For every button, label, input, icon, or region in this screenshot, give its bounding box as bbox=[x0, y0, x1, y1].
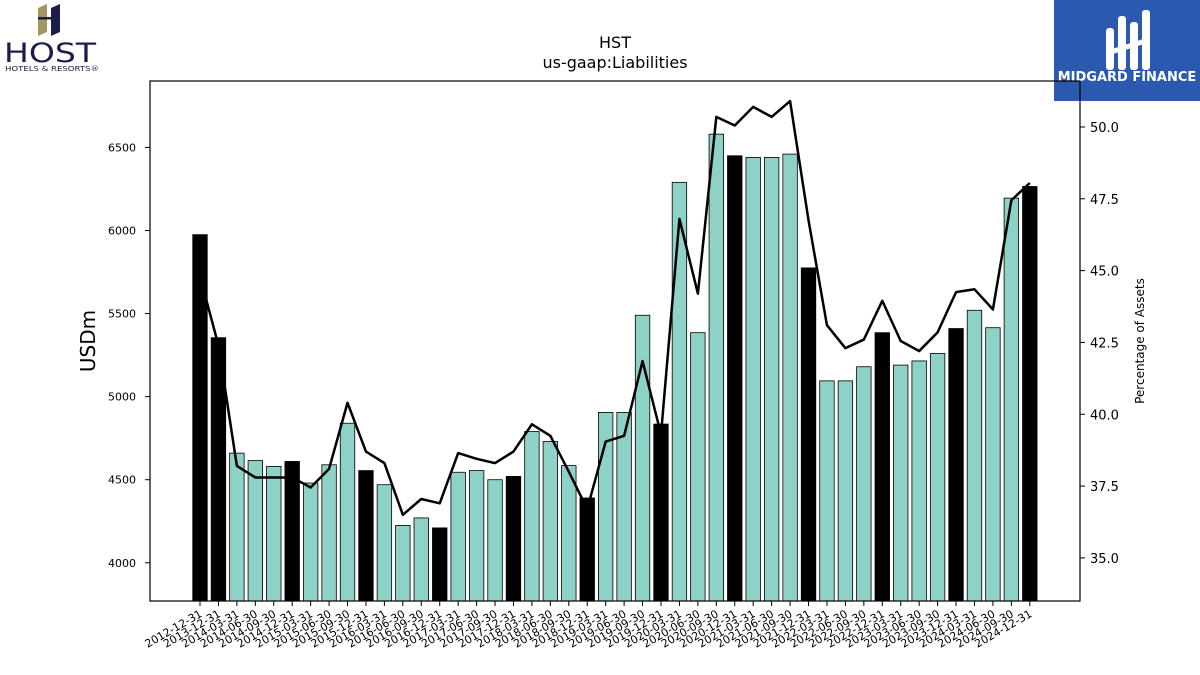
bar-2014-06-30 bbox=[247, 460, 263, 602]
bar-2014-09-30 bbox=[266, 466, 282, 602]
plot-frame bbox=[149, 80, 1081, 602]
y2-tick-label: 50.0 bbox=[1090, 121, 1119, 136]
y2-axis-label: Percentage of Assets bbox=[1133, 278, 1147, 404]
bar-2020-06-30 bbox=[690, 332, 706, 602]
y-tick-label: 6000 bbox=[108, 225, 136, 238]
chart-subtitle: us-gaap:Liabilities bbox=[542, 53, 687, 72]
bar-2015-03-31 bbox=[302, 482, 319, 602]
host-logo-name: HOST bbox=[4, 38, 97, 69]
midgard-emblem-icon bbox=[1106, 10, 1150, 70]
y-tick-label: 5000 bbox=[108, 391, 136, 404]
bar-2021-06-30 bbox=[763, 157, 780, 602]
chart-title: HST bbox=[599, 33, 631, 52]
bar-2018-09-30 bbox=[561, 465, 577, 602]
bar-2019-06-30 bbox=[616, 412, 632, 602]
bar-2022-12-31 bbox=[874, 332, 890, 602]
bar-2023-03-31 bbox=[893, 364, 909, 602]
bar-2017-06-30 bbox=[468, 470, 485, 602]
bar-2016-09-30 bbox=[413, 517, 429, 602]
x-axis: 2012-12-312013-12-312014-03-312014-06-30… bbox=[143, 601, 1034, 651]
y-tick-label: 4500 bbox=[108, 474, 136, 487]
y2-tick-label: 37.5 bbox=[1090, 480, 1119, 495]
host-logo-tagline: HOTELS & RESORTS® bbox=[5, 65, 99, 73]
bar-2023-09-30 bbox=[929, 353, 946, 602]
percentage-line bbox=[198, 99, 1031, 517]
host-hotels-logo: HOST HOTELS & RESORTS® bbox=[4, 4, 104, 74]
bar-2024-03-31 bbox=[966, 309, 983, 602]
bar-2021-09-30 bbox=[782, 153, 798, 602]
left-y-axis: 4000 4500 5000 5500 6000 6500 bbox=[108, 141, 150, 570]
y2-tick-label: 47.5 bbox=[1090, 193, 1119, 208]
bar-2017-09-30 bbox=[487, 479, 503, 602]
y-axis-label: USDm bbox=[76, 310, 100, 372]
bar-2021-12-31 bbox=[800, 267, 817, 602]
bar-2014-03-31 bbox=[229, 452, 245, 602]
y2-tick-label: 42.5 bbox=[1090, 336, 1119, 351]
y-tick-label: 6500 bbox=[108, 141, 136, 154]
bar-2024-09-30 bbox=[1003, 197, 1020, 602]
host-emblem-icon bbox=[38, 4, 60, 36]
bar-2020-12-31 bbox=[727, 155, 743, 602]
bar-2015-12-31 bbox=[358, 470, 374, 602]
bar-2024-06-30 bbox=[985, 327, 1001, 602]
bar-2023-12-31 bbox=[948, 328, 964, 602]
midgard-logo-name: MIDGARD FINANCE bbox=[1058, 70, 1197, 85]
bar-2015-09-30 bbox=[339, 422, 356, 602]
right-y-axis: 35.0 37.5 40.0 42.5 45.0 47.5 50.0 bbox=[1080, 121, 1119, 567]
bar-2012-12-31 bbox=[192, 234, 208, 602]
bar-2020-09-30 bbox=[708, 133, 724, 602]
bar-2022-09-30 bbox=[856, 366, 872, 602]
bar-2018-03-31 bbox=[524, 431, 540, 602]
bar-2019-09-30 bbox=[634, 314, 651, 602]
y2-tick-label: 45.0 bbox=[1090, 265, 1119, 280]
bar-2014-12-31 bbox=[284, 461, 300, 602]
bar-2016-12-31 bbox=[432, 527, 448, 602]
bar-2022-03-31 bbox=[819, 380, 835, 602]
bar-2017-03-31 bbox=[450, 471, 466, 602]
y2-tick-label: 35.0 bbox=[1090, 552, 1119, 567]
bar-2016-06-30 bbox=[395, 525, 411, 602]
bar-series bbox=[192, 133, 1038, 602]
bar-2018-12-31 bbox=[579, 497, 595, 602]
y-tick-label: 5500 bbox=[108, 308, 136, 321]
bar-2015-06-30 bbox=[321, 464, 337, 602]
y2-tick-label: 40.0 bbox=[1090, 408, 1119, 423]
midgard-finance-logo: MIDGARD FINANCE bbox=[1054, 0, 1200, 101]
bar-2020-03-31 bbox=[671, 181, 688, 602]
bar-2018-06-30 bbox=[542, 441, 559, 602]
bar-2024-12-31 bbox=[1022, 186, 1038, 602]
bar-2021-03-31 bbox=[745, 157, 761, 602]
bar-2023-06-30 bbox=[911, 360, 927, 602]
bar-2022-06-30 bbox=[837, 380, 854, 602]
bar-2016-03-31 bbox=[376, 484, 393, 602]
bar-2017-12-31 bbox=[505, 475, 522, 602]
bar-2019-12-31 bbox=[653, 423, 669, 602]
y-tick-label: 4000 bbox=[108, 557, 136, 570]
